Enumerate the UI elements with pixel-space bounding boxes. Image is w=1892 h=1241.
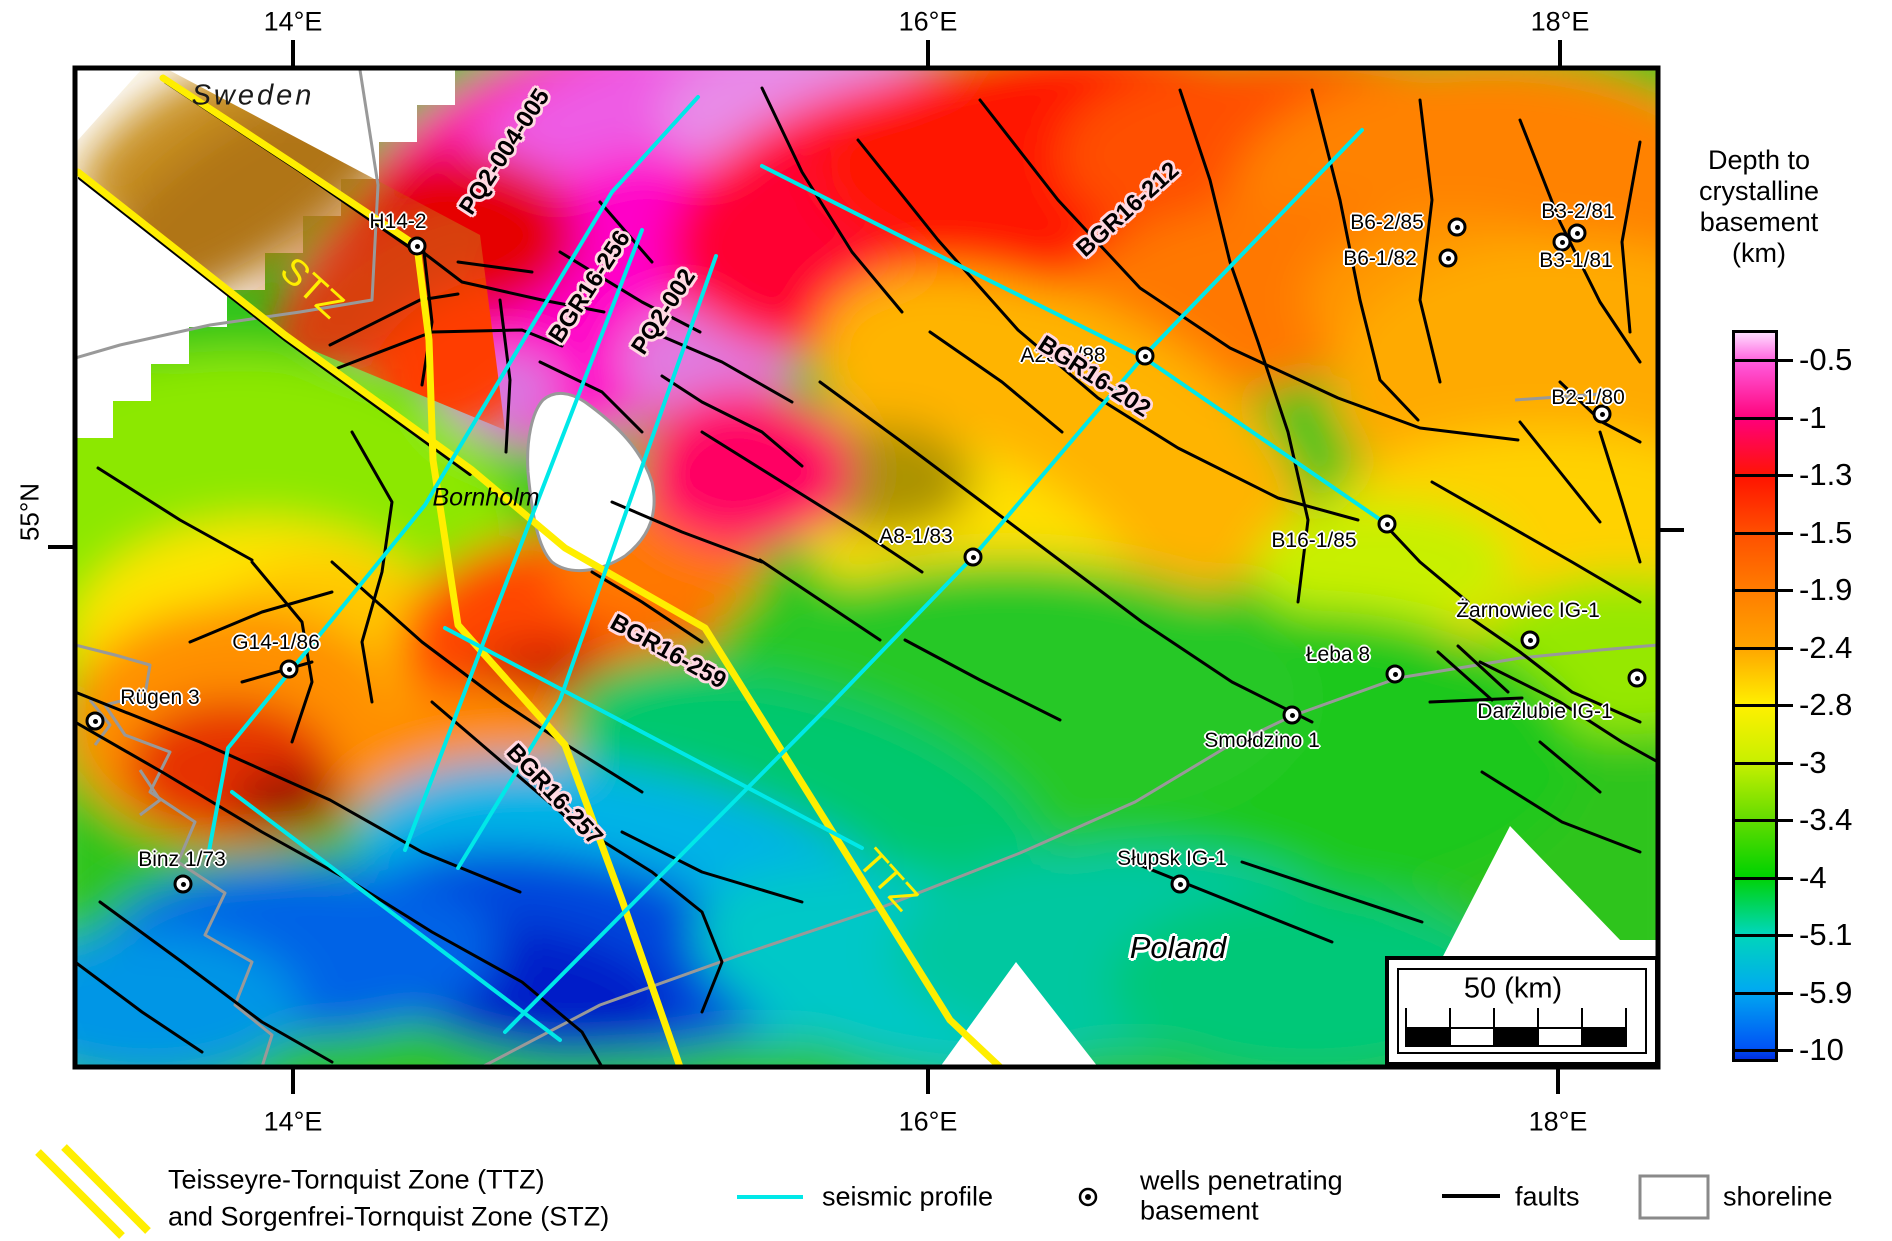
well-dot-H14-2 [408, 237, 427, 256]
colorbar-label--5.1: -5.1 [1799, 917, 1852, 953]
colorbar-boundary [1732, 877, 1778, 880]
colorbar-tick [1778, 934, 1793, 937]
colorbar-label--4: -4 [1799, 860, 1827, 896]
colorbar-tick [1778, 992, 1793, 995]
well-dot-B3-1/81 [1553, 233, 1572, 252]
colorbar-tick [1778, 417, 1793, 420]
colorbar-label--1: -1 [1799, 400, 1827, 436]
legend-wells-line2: basement [1140, 1196, 1259, 1227]
well-dot-B16-1/85 [1378, 515, 1397, 534]
colorbar-boundary [1732, 704, 1778, 707]
well-dot-Łeba 8 [1386, 665, 1405, 684]
well-dot-Binz 1/73 [174, 875, 193, 894]
colorbar-boundary [1732, 359, 1778, 362]
colorbar-tick [1778, 819, 1793, 822]
well-dot-Słupsk IG-1 [1171, 875, 1190, 894]
basement-depth-map-canvas [0, 0, 1892, 1241]
colorbar-title: Depth to crystalline basement (km) [1699, 145, 1819, 269]
colorbar-boundary [1732, 532, 1778, 535]
well-dot-Smołdzino 1 [1283, 706, 1302, 725]
well-dot-A8-1/83 [964, 548, 983, 567]
colorbar-boundary [1732, 417, 1778, 420]
legend-seismic-profile: seismic profile [822, 1182, 993, 1213]
legend-ttz-line1: Teisseyre-Tornquist Zone (TTZ) [168, 1165, 545, 1196]
well-dot-Darżlubie IG-1 [1628, 669, 1647, 688]
colorbar-label--5.9: -5.9 [1799, 975, 1852, 1011]
well-dot-B6-1/82 [1439, 249, 1458, 268]
legend-faults: faults [1515, 1182, 1580, 1213]
colorbar-boundary [1732, 647, 1778, 650]
colorbar-tick [1778, 474, 1793, 477]
colorbar-label--1.9: -1.9 [1799, 572, 1852, 608]
colorbar-label--10: -10 [1799, 1032, 1844, 1068]
well-dot-B6-2/85 [1448, 218, 1467, 237]
colorbar-label--0.5: -0.5 [1799, 342, 1852, 378]
well-dot-Rügen 3 [86, 712, 105, 731]
colorbar-boundary [1732, 934, 1778, 937]
legend-ttz-line2: and Sorgenfrei-Tornquist Zone (STZ) [168, 1202, 609, 1233]
colorbar-label--1.5: -1.5 [1799, 515, 1852, 551]
colorbar-tick [1778, 704, 1793, 707]
shoreline-legend-icon [1640, 1176, 1708, 1218]
colorbar-tick [1778, 877, 1793, 880]
colorbar-tick [1778, 1049, 1793, 1052]
colorbar-label--3.4: -3.4 [1799, 802, 1852, 838]
map-interior [0, 0, 1810, 1110]
colorbar-boundary [1732, 589, 1778, 592]
colorbar-boundary [1732, 1049, 1778, 1052]
scale-bar [1387, 958, 1657, 1064]
well-dot-A23-1/88 [1136, 347, 1155, 366]
colorbar-boundary [1732, 992, 1778, 995]
colorbar-tick [1778, 532, 1793, 535]
colorbar-label--2.8: -2.8 [1799, 687, 1852, 723]
well-dot-B2-1/80 [1593, 405, 1612, 424]
legend-shoreline: shoreline [1723, 1182, 1833, 1213]
colorbar-boundary [1732, 819, 1778, 822]
legend-wells-line1: wells penetrating [1140, 1166, 1343, 1197]
figure-depth-to-basement-map: 14°E16°E18°E14°E16°E18°E55°NSwedenBornho… [0, 0, 1892, 1241]
colorbar-label--3: -3 [1799, 745, 1827, 781]
colorbar-tick [1778, 647, 1793, 650]
colorbar-tick [1778, 589, 1793, 592]
well-dot-Żarnowiec IG-1 [1521, 631, 1540, 650]
colorbar-tick [1778, 359, 1793, 362]
well-dot-G14-1/86 [280, 660, 299, 679]
colorbar-label--1.3: -1.3 [1799, 457, 1852, 493]
colorbar-label--2.4: -2.4 [1799, 630, 1852, 666]
colorbar-tick [1778, 762, 1793, 765]
colorbar-boundary [1732, 474, 1778, 477]
colorbar [1732, 330, 1778, 1062]
colorbar-boundary [1732, 762, 1778, 765]
